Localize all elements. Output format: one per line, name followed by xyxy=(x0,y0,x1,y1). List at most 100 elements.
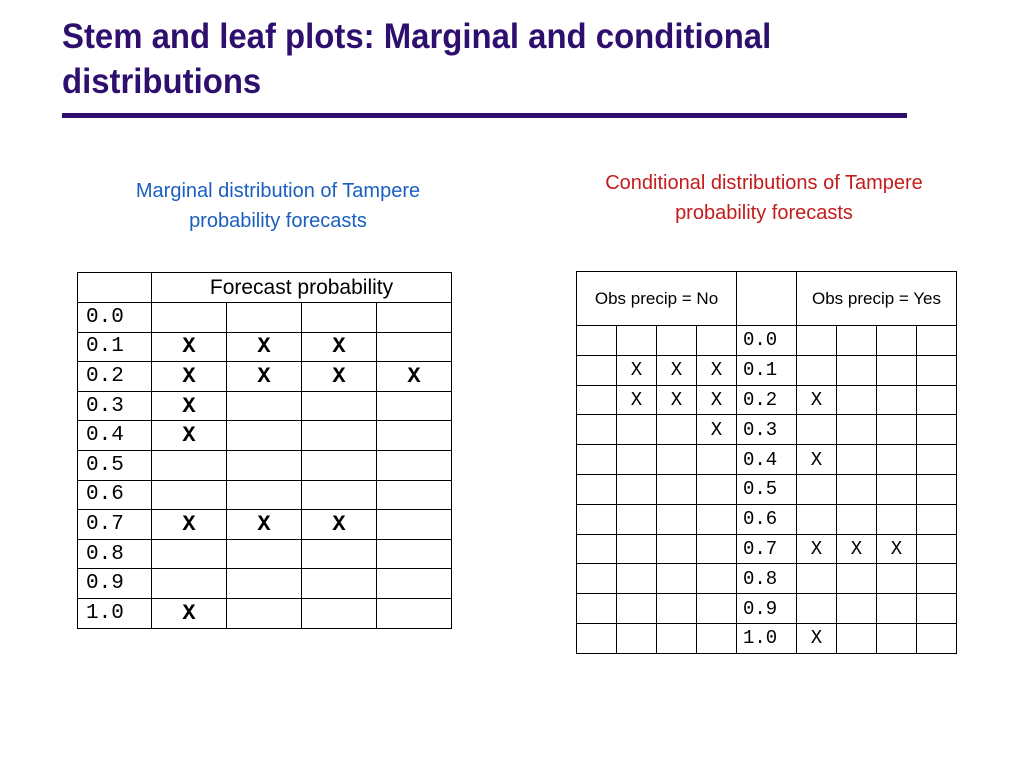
leaf-cell: X xyxy=(301,331,377,363)
no-leaf-cell: X xyxy=(656,384,697,416)
yes-leaf-cell xyxy=(796,414,837,446)
leaf-cell: X xyxy=(301,361,377,392)
yes-leaf-cell xyxy=(916,473,957,505)
marginal-stem-leaf-table: Forecast probability 0.0 0.1 X X X 0.2 X X X X 0.3… xyxy=(77,272,452,629)
no-leaf-cell xyxy=(616,325,657,356)
leaf-cell: X xyxy=(376,361,452,392)
leaf-cell xyxy=(151,479,227,511)
leaf-cell: X xyxy=(151,509,227,540)
leaf-cell xyxy=(301,390,377,422)
yes-leaf-cell xyxy=(916,533,957,565)
no-leaf-cell: X xyxy=(616,354,657,386)
leaf-cell: X xyxy=(226,331,302,363)
no-leaf-cell xyxy=(656,622,697,654)
no-leaf-cell xyxy=(576,563,617,595)
stem-cell: 0.3 xyxy=(736,414,797,446)
leaf-cell xyxy=(376,568,452,599)
leaf-cell: X xyxy=(226,509,302,540)
conditional-row: X 0.3 xyxy=(576,414,957,446)
no-leaf-cell xyxy=(576,503,617,535)
no-leaf-cell xyxy=(696,473,737,505)
no-leaf-cell xyxy=(696,593,737,624)
no-leaf-cell xyxy=(656,593,697,624)
yes-leaf-cell xyxy=(876,563,917,595)
no-leaf-cell xyxy=(616,593,657,624)
marginal-header-blank-cell xyxy=(77,272,152,303)
leaf-cell xyxy=(301,597,377,629)
conditional-row: 0.9 xyxy=(576,593,957,624)
no-leaf-cell xyxy=(576,384,617,416)
yes-leaf-cell xyxy=(876,593,917,624)
yes-leaf-cell xyxy=(796,503,837,535)
forecast-probability-header: Forecast probability xyxy=(151,272,452,303)
no-leaf-cell xyxy=(696,563,737,595)
leaf-cell: X xyxy=(151,420,227,451)
leaf-cell xyxy=(376,390,452,422)
yes-leaf-cell: X xyxy=(876,533,917,565)
leaf-cell: X xyxy=(226,361,302,392)
marginal-row: 0.4 X xyxy=(77,420,452,451)
no-leaf-cell xyxy=(696,622,737,654)
leaf-cell xyxy=(301,449,377,481)
leaf-cell xyxy=(151,302,227,333)
yes-leaf-cell xyxy=(916,384,957,416)
yes-leaf-cell xyxy=(836,414,877,446)
obs-precip-no-header: Obs precip = No xyxy=(576,271,737,326)
no-leaf-cell xyxy=(576,593,617,624)
marginal-row: 0.1 X X X xyxy=(77,331,452,363)
stem-cell: 0.5 xyxy=(736,473,797,505)
stem-cell: 0.5 xyxy=(77,449,152,481)
conditional-row: 1.0 X xyxy=(576,622,957,654)
leaf-cell xyxy=(376,509,452,540)
yes-leaf-cell xyxy=(796,563,837,595)
yes-leaf-cell xyxy=(876,414,917,446)
no-leaf-cell xyxy=(656,414,697,446)
stem-cell: 1.0 xyxy=(77,597,152,629)
marginal-row: 0.0 xyxy=(77,302,452,333)
no-leaf-cell xyxy=(616,533,657,565)
yes-leaf-cell: X xyxy=(836,533,877,565)
leaf-cell: X xyxy=(151,597,227,629)
leaf-cell xyxy=(226,420,302,451)
marginal-row: 0.5 xyxy=(77,449,452,481)
stem-cell: 0.1 xyxy=(736,354,797,386)
no-leaf-cell xyxy=(616,503,657,535)
conditional-row: 0.5 xyxy=(576,473,957,505)
no-leaf-cell xyxy=(576,325,617,356)
stem-cell: 0.6 xyxy=(736,503,797,535)
no-leaf-cell xyxy=(696,533,737,565)
leaf-cell: X xyxy=(151,390,227,422)
yes-leaf-cell: X xyxy=(796,533,837,565)
yes-leaf-cell xyxy=(836,503,877,535)
no-leaf-cell xyxy=(656,563,697,595)
yes-leaf-cell xyxy=(876,384,917,416)
leaf-cell xyxy=(151,538,227,570)
leaf-cell xyxy=(226,597,302,629)
no-leaf-cell xyxy=(656,325,697,356)
conditional-row: 0.6 xyxy=(576,503,957,535)
yes-leaf-cell xyxy=(796,593,837,624)
marginal-caption: Marginal distribution of Tampere probabi… xyxy=(135,180,421,232)
no-leaf-cell xyxy=(576,533,617,565)
marginal-row: 0.3 X xyxy=(77,390,452,422)
yes-leaf-cell xyxy=(916,563,957,595)
leaf-cell xyxy=(376,597,452,629)
no-leaf-cell xyxy=(576,414,617,446)
marginal-row: 1.0 X xyxy=(77,597,452,629)
yes-leaf-cell xyxy=(836,622,877,654)
stem-cell: 0.9 xyxy=(77,568,152,599)
stem-cell: 0.7 xyxy=(736,533,797,565)
no-leaf-cell: X xyxy=(616,384,657,416)
yes-leaf-cell xyxy=(796,473,837,505)
yes-leaf-cell xyxy=(796,325,837,356)
yes-leaf-cell xyxy=(916,325,957,356)
no-leaf-cell: X xyxy=(696,414,737,446)
no-leaf-cell: X xyxy=(696,354,737,386)
title-underline xyxy=(62,113,907,118)
marginal-row: 0.9 xyxy=(77,568,452,599)
stem-cell: 0.8 xyxy=(736,563,797,595)
yes-leaf-cell xyxy=(876,444,917,475)
yes-leaf-cell: X xyxy=(796,444,837,475)
yes-leaf-cell xyxy=(916,593,957,624)
stem-cell: 0.8 xyxy=(77,538,152,570)
